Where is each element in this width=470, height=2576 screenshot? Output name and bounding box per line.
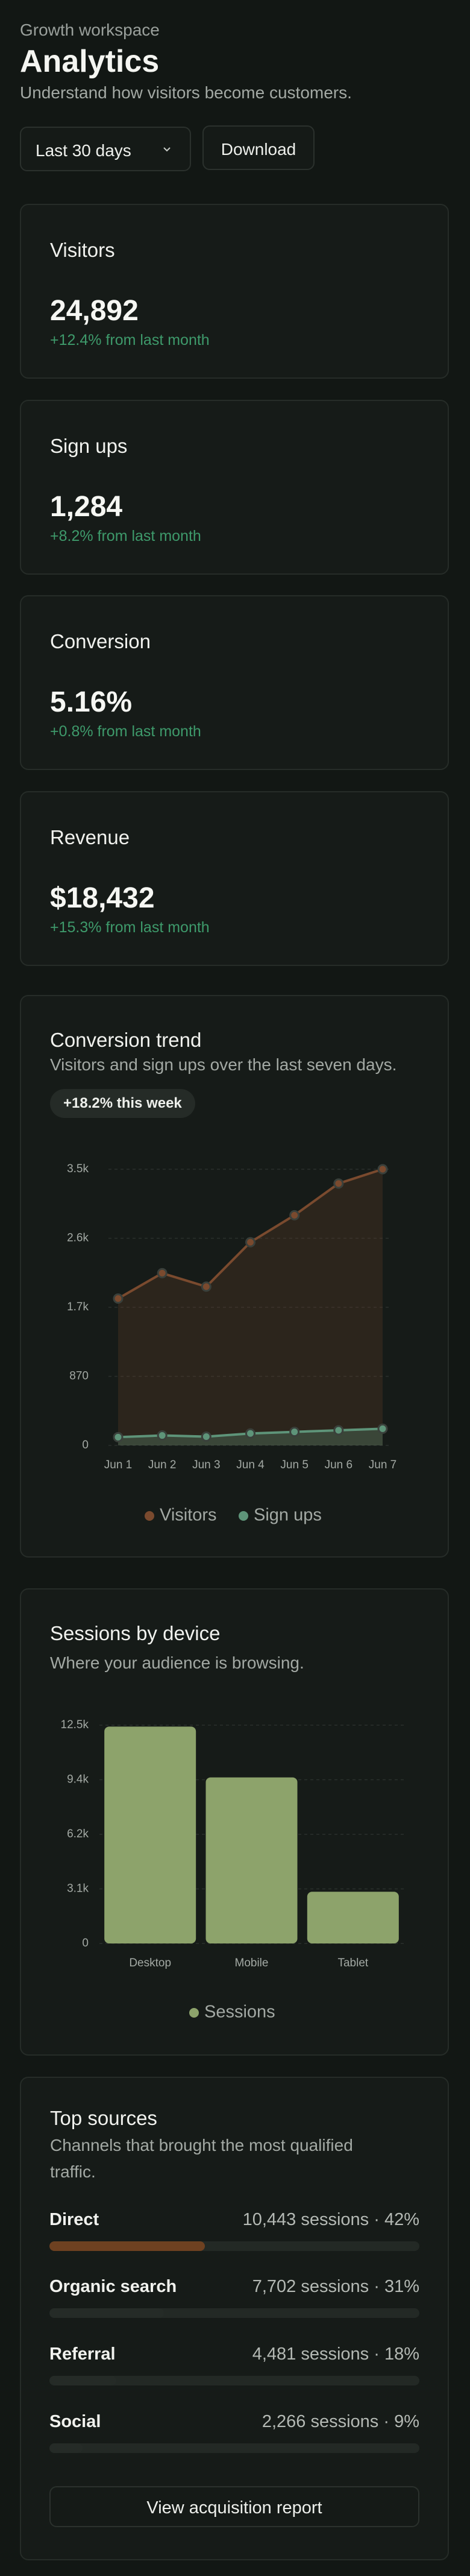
y-tick-label: 870 [69, 1370, 89, 1383]
x-tick-label: Jun 3 [192, 1459, 220, 1471]
x-tick-label: Jun 1 [104, 1459, 132, 1471]
y-tick-label: 3.5k [67, 1163, 89, 1175]
y-tick-label: 12.5k [61, 1719, 89, 1731]
sources-card: Top sources Channels that brought the mo… [20, 2077, 449, 2560]
report-label: View acquisition report [146, 2498, 322, 2518]
data-point [113, 1293, 124, 1304]
card-subtitle: Where your audience is browsing. [50, 1653, 304, 1672]
x-tick-label: Tablet [337, 1957, 368, 1969]
data-point [333, 1178, 344, 1189]
data-point [289, 1210, 300, 1220]
share-track [49, 2376, 419, 2385]
kpi-label: Revenue [50, 826, 130, 848]
y-tick-label: 0 [82, 1937, 89, 1949]
kpi-label: Conversion [50, 630, 151, 652]
share-bar [49, 2308, 164, 2318]
x-tick-label: Desktop [129, 1957, 171, 1969]
data-point [377, 1164, 388, 1175]
share-bar [49, 2376, 116, 2385]
page-subtitle: Understand how visitors become customers… [20, 83, 352, 102]
share-track [49, 2308, 419, 2318]
kpi-value: 5.16% [50, 686, 133, 718]
x-tick-label: Mobile [235, 1957, 269, 1969]
download-label: Download [221, 140, 296, 159]
bar [307, 1892, 399, 1943]
bar [104, 1726, 196, 1943]
kpi-change: +15.3% from last month [50, 919, 210, 936]
card-title: Sessions by device [50, 1622, 221, 1644]
data-point [157, 1430, 168, 1441]
trend-chart: 0 870 1.7k 2.6k 3.5k Jun 1 Jun 2 Jun 3 Jun 4 Jun … [67, 1163, 396, 1525]
data-point [245, 1237, 255, 1248]
kpi-label: Sign ups [50, 435, 128, 457]
card-subtitle: Channels that brought the most qualified [50, 2136, 353, 2155]
kpi-change: +0.8% from last month [50, 723, 201, 740]
x-tick-label: Jun 7 [369, 1459, 396, 1471]
legend-dot [145, 1511, 154, 1521]
report-button[interactable]: View acquisition report [49, 2486, 419, 2527]
source-detail: 4,481 sessions · 18% [252, 2344, 419, 2364]
bar [205, 1777, 298, 1943]
trend-badge: +18.2% this week [50, 1089, 195, 1118]
data-point [245, 1428, 255, 1439]
device-chart: 0 3.1k 6.2k 9.4k 12.5k Desktop Mobile Tablet Ses… [61, 1719, 404, 2022]
source-name: Organic search [49, 2277, 177, 2296]
source-detail: 10,443 sessions · 42% [242, 2210, 419, 2229]
data-point [201, 1281, 212, 1292]
kpi-value: 1,284 [50, 491, 123, 523]
x-tick-label: Jun 5 [280, 1459, 308, 1471]
kpi-value: $18,432 [50, 882, 155, 914]
kpi-change: +12.4% from last month [50, 332, 210, 349]
x-tick-label: Jun 4 [236, 1459, 265, 1471]
range-label: Last 30 days [36, 141, 131, 160]
y-tick-label: 3.1k [67, 1883, 89, 1895]
data-point [201, 1432, 212, 1442]
data-point [377, 1423, 388, 1434]
legend-dot [189, 2008, 199, 2018]
series-area [118, 1169, 383, 1445]
eyebrow: Growth workspace [20, 21, 160, 39]
x-tick-label: Jun 6 [325, 1459, 352, 1471]
source-name: Referral [49, 2344, 116, 2364]
chevron [163, 147, 171, 152]
legend-label: Sign ups [254, 1506, 322, 1525]
trend-card: Conversion trend Visitors and sign ups o… [20, 995, 449, 1558]
download-button[interactable]: Download [202, 125, 315, 170]
range-select[interactable]: Last 30 days [20, 127, 191, 171]
legend-dot [239, 1511, 248, 1521]
legend-label: Sessions [204, 2003, 275, 2022]
card-subtitle: traffic. [50, 2162, 96, 2181]
kpi-label: Visitors [50, 239, 115, 261]
kpi-card: Conversion 5.16% +0.8% from last month [20, 595, 449, 770]
y-tick-label: 6.2k [67, 1828, 89, 1840]
y-tick-label: 9.4k [67, 1773, 89, 1786]
page-title: Analytics [20, 44, 160, 79]
card-subtitle: Visitors and sign ups over the last seve… [50, 1055, 397, 1074]
x-tick-label: Jun 2 [148, 1459, 176, 1471]
source-detail: 2,266 sessions · 9% [262, 2412, 419, 2431]
kpi-card: Sign ups 1,284 +8.2% from last month [20, 400, 449, 575]
kpi-card: Revenue $18,432 +15.3% from last month [20, 791, 449, 966]
kpi-card: Visitors 24,892 +12.4% from last month [20, 204, 449, 379]
kpi-change: +8.2% from last month [50, 528, 201, 545]
legend-label: Visitors [160, 1506, 217, 1525]
share-track [49, 2443, 419, 2453]
share-bar [49, 2443, 83, 2453]
y-tick-label: 0 [82, 1439, 89, 1451]
data-point [289, 1427, 300, 1438]
y-tick-label: 2.6k [67, 1232, 89, 1245]
card-title: Top sources [50, 2107, 157, 2129]
source-detail: 7,702 sessions · 31% [252, 2277, 419, 2296]
y-tick-label: 1.7k [67, 1301, 89, 1313]
share-track [49, 2241, 419, 2251]
card-title: Conversion trend [50, 1029, 202, 1051]
kpi-value: 24,892 [50, 295, 139, 327]
data-point [157, 1267, 168, 1278]
source-name: Social [49, 2412, 101, 2431]
data-point [113, 1432, 124, 1442]
source-name: Direct [49, 2210, 99, 2229]
share-bar [49, 2241, 205, 2251]
data-point [333, 1425, 344, 1436]
